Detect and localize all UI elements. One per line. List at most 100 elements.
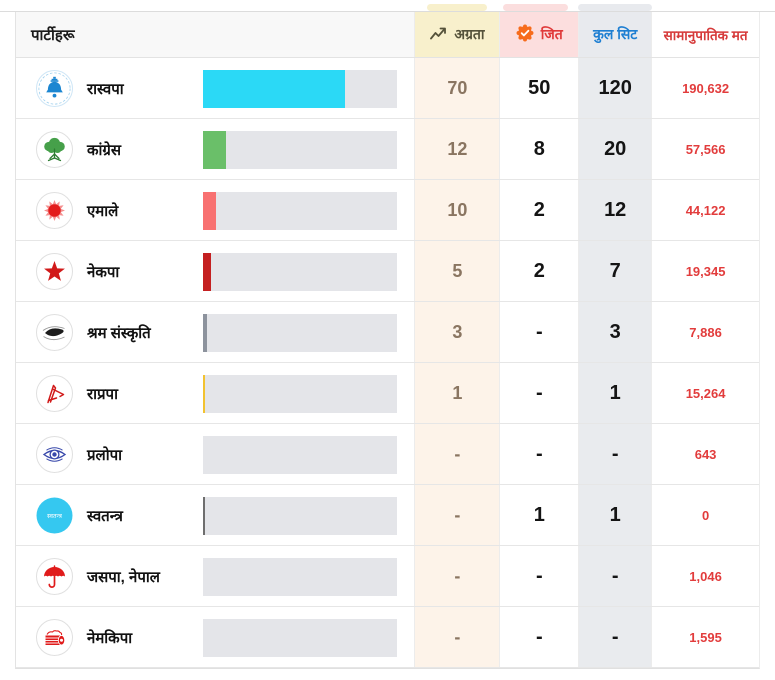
party-name: जसपा, नेपाल [87, 568, 160, 586]
party-cell: जसपा, नेपाल [16, 546, 414, 606]
table-header-row: पार्टीहरू अग्रता [16, 12, 760, 58]
cropped-header-remnant [0, 0, 775, 11]
seat-bar-track [203, 191, 397, 230]
proportional-votes-count: 1,046 [651, 546, 759, 606]
leading-count: 10 [414, 180, 500, 240]
proportional-votes-count: 7,886 [651, 302, 759, 362]
party-row[interactable]: नेमकिपा - - - 1,595 [16, 607, 759, 668]
won-header-label: जित [540, 26, 563, 42]
party-row[interactable]: रास्वपा 70 50 120 190,632 [16, 58, 759, 119]
independent-badge-icon: स्वतन्त्र [36, 497, 73, 534]
bell-icon [36, 70, 73, 107]
won-count: - [499, 607, 578, 667]
total-seats-count: 12 [578, 180, 652, 240]
seat-bar-fill [203, 130, 227, 169]
proportional-votes-count: 643 [651, 424, 759, 484]
party-name: कांग्रेस [87, 141, 122, 159]
leading-count: - [414, 424, 500, 484]
leading-count: - [414, 607, 500, 667]
leading-count: - [414, 485, 500, 545]
party-row[interactable]: नेकपा 5 2 7 19,345 [16, 241, 759, 302]
seat-bar-fill [203, 496, 205, 535]
won-count: 2 [499, 241, 578, 301]
proportional-votes-count: 0 [651, 485, 759, 545]
party-cell: स्वतन्त्र स्वतन्त्र [16, 485, 414, 545]
party-name: एमाले [87, 202, 119, 220]
party-row[interactable]: प्रलोपा - - - 643 [16, 424, 759, 485]
party-cell: रास्वपा [16, 58, 414, 118]
total-seats-count: 120 [578, 58, 652, 118]
total-seats-count: - [578, 546, 652, 606]
total-seats-count: 20 [578, 119, 652, 179]
cropped-gray-pill [578, 4, 652, 11]
won-count: 2 [499, 180, 578, 240]
drum-icon [36, 619, 73, 656]
won-count: 8 [499, 119, 578, 179]
header-proportional-votes: सामानुपातिक मत [651, 12, 760, 57]
party-name: नेमकिपा [87, 629, 133, 647]
star-icon [36, 253, 73, 290]
election-results-table: पार्टीहरू अग्रता [15, 12, 760, 669]
party-row[interactable]: स्वतन्त्र स्वतन्त्र - 1 1 0 [16, 485, 759, 546]
party-row[interactable]: राप्रपा 1 - 1 15,264 [16, 363, 759, 424]
animal-icon [36, 314, 73, 351]
total-seats-count: 1 [578, 363, 652, 423]
party-name: श्रम संस्कृति [87, 324, 151, 342]
party-row[interactable]: एमाले 10 2 12 44,122 [16, 180, 759, 241]
tree-icon [36, 131, 73, 168]
party-name: नेकपा [87, 263, 120, 281]
verified-badge-icon [516, 24, 534, 45]
seat-bar-fill [203, 191, 216, 230]
leading-count: 1 [414, 363, 500, 423]
seat-bar-track [203, 130, 397, 169]
leading-count: - [414, 546, 500, 606]
table-body: रास्वपा 70 50 120 190,632 कांग्रेस 12 8 … [16, 58, 759, 668]
party-cell: राप्रपा [16, 363, 414, 423]
won-count: 1 [499, 485, 578, 545]
leading-count: 12 [414, 119, 500, 179]
seat-bar-track [203, 252, 397, 291]
total-seats-count: 3 [578, 302, 652, 362]
cropped-yellow-pill [427, 4, 487, 11]
party-cell: कांग्रेस [16, 119, 414, 179]
seat-bar-fill [203, 374, 205, 413]
leading-count: 5 [414, 241, 500, 301]
total-seats-count: 1 [578, 485, 652, 545]
total-seats-count: - [578, 424, 652, 484]
header-total-seats: कुल सिट [578, 12, 652, 57]
party-row[interactable]: श्रम संस्कृति 3 - 3 7,886 [16, 302, 759, 363]
leading-count: 3 [414, 302, 500, 362]
seat-bar-track [203, 496, 397, 535]
won-count: 50 [499, 58, 578, 118]
won-count: - [499, 302, 578, 362]
proportional-votes-count: 190,632 [651, 58, 759, 118]
cropped-pink-pill [503, 4, 568, 11]
seat-bar-track [203, 69, 397, 108]
proportional-votes-count: 44,122 [651, 180, 759, 240]
party-row[interactable]: कांग्रेस 12 8 20 57,566 [16, 119, 759, 180]
trending-up-icon [430, 27, 447, 43]
total-seats-header-label: कुल सिट [593, 26, 638, 42]
party-name: प्रलोपा [87, 446, 122, 464]
header-parties: पार्टीहरू [16, 12, 414, 57]
total-seats-count: - [578, 607, 652, 667]
header-won: जित [499, 12, 579, 57]
plough-icon [36, 375, 73, 412]
seat-bar-track [203, 618, 397, 657]
party-name: स्वतन्त्र [87, 507, 123, 525]
proportional-header-label: सामानुपातिक मत [663, 27, 748, 43]
party-row[interactable]: जसपा, नेपाल - - - 1,046 [16, 546, 759, 607]
party-name: राप्रपा [87, 385, 118, 403]
svg-text:स्वतन्त्र: स्वतन्त्र [47, 513, 62, 520]
won-count: - [499, 546, 578, 606]
seat-bar-fill [203, 69, 345, 108]
sun-icon [36, 192, 73, 229]
party-cell: एमाले [16, 180, 414, 240]
seat-bar-fill [203, 252, 211, 291]
seat-bar-track [203, 313, 397, 352]
proportional-votes-count: 57,566 [651, 119, 759, 179]
seat-bar-track [203, 435, 397, 474]
proportional-votes-count: 15,264 [651, 363, 759, 423]
divider [0, 11, 775, 12]
eye-icon [36, 436, 73, 473]
